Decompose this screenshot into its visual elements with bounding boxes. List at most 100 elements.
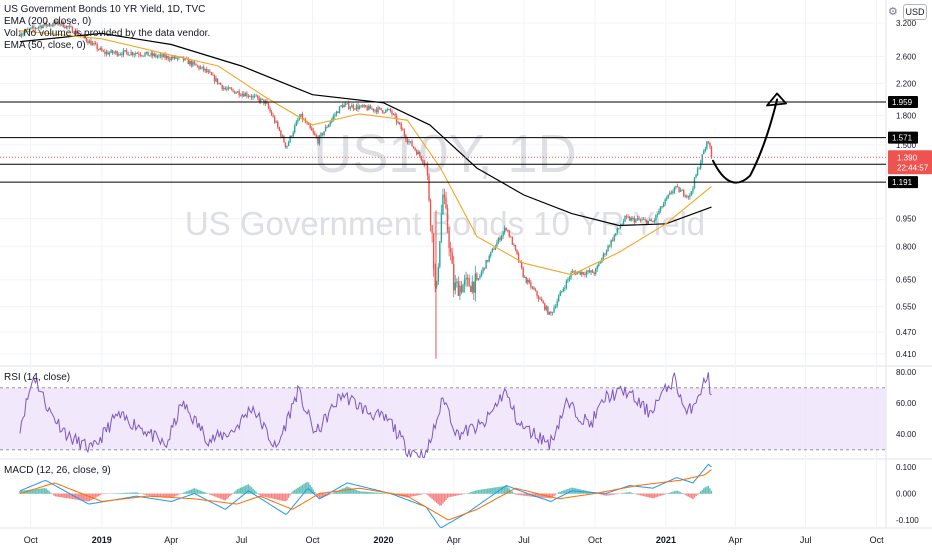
- macd-histogram-bar: [49, 491, 50, 493]
- macd-histogram-bar: [101, 494, 102, 495]
- candle-body: [674, 187, 675, 191]
- candle-body: [478, 278, 479, 280]
- macd-histogram-bar: [183, 493, 184, 494]
- candle-body: [507, 230, 508, 231]
- macd-histogram-bar: [473, 491, 474, 494]
- candle-body: [552, 312, 553, 313]
- candle-body: [359, 107, 360, 109]
- macd-histogram-bar: [120, 493, 121, 494]
- candle-body: [498, 238, 499, 243]
- macd-histogram-bar: [663, 494, 664, 495]
- macd-histogram-bar: [526, 494, 527, 496]
- macd-histogram-bar: [115, 493, 116, 494]
- candle-body: [353, 105, 354, 109]
- macd-histogram-bar: [129, 493, 130, 494]
- macd-histogram-bar: [316, 494, 317, 495]
- candle-body: [201, 67, 202, 68]
- macd-histogram-bar: [52, 494, 53, 495]
- y-tick-label: 0.410: [896, 350, 917, 359]
- candle-body: [226, 89, 227, 90]
- macd-histogram-bar: [132, 492, 133, 493]
- candle-body: [351, 105, 352, 107]
- macd-histogram-bar: [163, 494, 164, 498]
- candle-body: [566, 281, 567, 288]
- candle-body: [620, 226, 621, 228]
- candle-body: [567, 279, 568, 281]
- macd-histogram-bar: [468, 493, 469, 494]
- macd-histogram-bar: [330, 494, 331, 495]
- candle-body: [475, 274, 476, 293]
- macd-histogram-bar: [410, 494, 411, 497]
- gear-icon[interactable]: ⚙: [888, 5, 898, 18]
- macd-histogram-bar: [606, 494, 607, 496]
- candle-body: [215, 78, 216, 81]
- macd-histogram-bar: [552, 494, 553, 498]
- macd-histogram-bar: [288, 494, 289, 498]
- macd-histogram-bar: [370, 492, 371, 494]
- candle-body: [317, 138, 318, 144]
- candle-body: [211, 72, 212, 74]
- candle-body: [603, 254, 604, 259]
- candle-body: [421, 156, 422, 160]
- macd-histogram-bar: [195, 489, 196, 494]
- candle-body: [274, 117, 275, 123]
- candle-body: [430, 200, 431, 225]
- candle-body: [445, 197, 446, 208]
- candle-body: [689, 195, 690, 197]
- macd-histogram-bar: [86, 494, 87, 502]
- candle-body: [354, 109, 355, 110]
- candle-body: [607, 246, 608, 251]
- macd-histogram-bar: [428, 494, 429, 497]
- macd-histogram-bar: [664, 494, 665, 495]
- macd-histogram-bar: [374, 492, 375, 493]
- candle-body: [427, 164, 428, 176]
- candle-body: [685, 196, 686, 197]
- candle-body: [232, 89, 233, 90]
- candle-body: [320, 133, 321, 135]
- candle-body: [407, 140, 408, 143]
- macd-histogram-bar: [683, 494, 684, 495]
- candle-body: [555, 306, 556, 307]
- candle-body: [556, 301, 557, 306]
- macd-histogram-bar: [563, 491, 564, 494]
- candle-body: [668, 195, 669, 198]
- y-tick-label: 2.200: [896, 79, 917, 88]
- macd-histogram-bar: [297, 488, 298, 494]
- candle-body: [251, 96, 252, 97]
- candle-body: [399, 122, 400, 124]
- macd-histogram-bar: [271, 494, 272, 499]
- candle-body: [530, 282, 531, 287]
- candle-body: [447, 208, 448, 230]
- macd-histogram-bar: [191, 489, 192, 493]
- candle-body: [698, 168, 699, 169]
- macd-histogram-bar: [476, 490, 477, 494]
- macd-histogram-bar: [188, 491, 189, 494]
- macd-histogram-bar: [184, 492, 185, 494]
- macd-histogram-bar: [146, 494, 147, 496]
- candle-body: [560, 292, 561, 296]
- candle-body: [164, 54, 165, 58]
- candle-body: [217, 78, 218, 83]
- candle-body: [634, 218, 635, 222]
- candle-body: [166, 56, 167, 58]
- macd-histogram-bar: [144, 494, 145, 495]
- macd-histogram-bar: [416, 494, 417, 496]
- candle-body: [167, 56, 168, 59]
- macd-histogram-bar: [373, 492, 374, 493]
- candle-body: [672, 191, 673, 193]
- legend-ema50: EMA (50, close, 0): [4, 40, 210, 52]
- macd-histogram-bar: [61, 494, 62, 498]
- macd-histogram-bar: [553, 494, 554, 497]
- macd-histogram-bar: [242, 487, 243, 494]
- candle-body: [410, 141, 411, 142]
- macd-tick-label: 0.000: [896, 490, 917, 499]
- macd-histogram-bar: [194, 488, 195, 494]
- currency-button[interactable]: USD: [903, 4, 927, 20]
- macd-histogram-bar: [434, 494, 435, 502]
- projection-curve: [713, 99, 777, 182]
- macd-histogram-bar: [223, 494, 224, 500]
- candle-body: [356, 105, 357, 109]
- macd-histogram-bar: [612, 494, 613, 495]
